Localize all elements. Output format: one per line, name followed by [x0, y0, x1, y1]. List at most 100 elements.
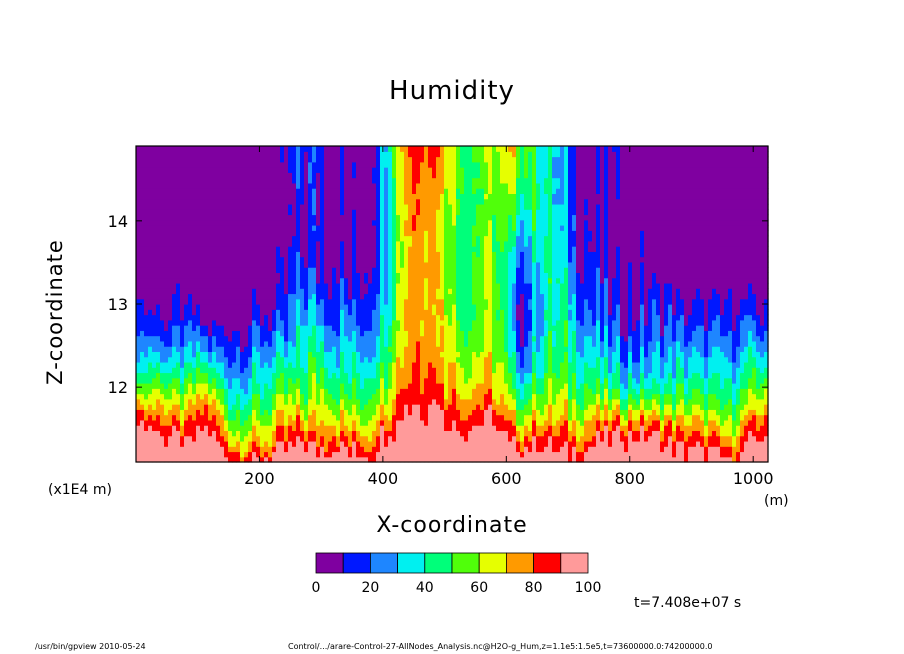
heatmap-cell: [368, 346, 373, 352]
heatmap-cell: [324, 367, 329, 374]
heatmap-cell: [224, 277, 229, 284]
heatmap-cell: [164, 372, 169, 379]
heatmap-cell: [232, 414, 237, 421]
heatmap-cell: [236, 282, 241, 289]
heatmap-cell: [248, 188, 253, 194]
heatmap-cell: [460, 340, 465, 347]
heatmap-cell: [460, 404, 465, 410]
heatmap-cell: [264, 304, 269, 310]
heatmap-cell: [412, 277, 417, 284]
heatmap-cell: [428, 335, 433, 342]
heatmap-cell: [192, 188, 197, 194]
heatmap-cell: [236, 304, 241, 310]
heatmap-cell: [324, 325, 329, 331]
heatmap-cell: [324, 188, 329, 194]
heatmap-cell: [460, 446, 465, 453]
heatmap-cell: [364, 367, 369, 374]
heatmap-cell: [364, 219, 369, 226]
heatmap-cell: [192, 330, 197, 337]
heatmap-cell: [136, 335, 141, 342]
heatmap-cell: [272, 409, 277, 416]
heatmap-cell: [156, 440, 161, 447]
heatmap-cell: [388, 203, 393, 210]
heatmap-cell: [312, 256, 317, 263]
heatmap-cell: [148, 393, 153, 400]
heatmap-cell: [464, 240, 469, 247]
heatmap-cell: [272, 419, 277, 426]
heatmap-cell: [136, 272, 141, 279]
heatmap-cell: [376, 335, 381, 342]
heatmap-cell: [320, 182, 325, 189]
heatmap-cell: [136, 440, 141, 447]
heatmap-cell: [464, 188, 469, 194]
heatmap-cell: [392, 230, 397, 237]
heatmap-cell: [264, 277, 269, 284]
heatmap-cell: [284, 388, 289, 395]
heatmap-cell: [204, 235, 209, 242]
heatmap-cell: [316, 298, 321, 305]
heatmap-cell: [260, 230, 265, 237]
heatmap-cell: [136, 446, 141, 453]
heatmap-cell: [440, 230, 445, 237]
heatmap-cell: [260, 346, 265, 352]
heatmap-cell: [176, 156, 181, 163]
heatmap-cell: [436, 314, 441, 321]
heatmap-cell: [388, 425, 393, 431]
heatmap-cell: [452, 425, 457, 431]
heatmap-cell: [216, 161, 221, 168]
heatmap-cell: [412, 351, 417, 358]
heatmap-cell: [228, 351, 233, 358]
heatmap-cell: [372, 372, 377, 379]
heatmap-cell: [312, 261, 317, 268]
heatmap-cell: [196, 177, 201, 184]
heatmap-cell: [244, 219, 249, 226]
heatmap-cell: [304, 225, 309, 231]
heatmap-cell: [428, 446, 433, 453]
heatmap-cell: [224, 393, 229, 400]
heatmap-cell: [388, 298, 393, 305]
heatmap-cell: [384, 235, 389, 242]
heatmap-cell: [172, 314, 177, 321]
heatmap-cell: [360, 203, 365, 210]
heatmap-cell: [312, 325, 317, 331]
heatmap-cell: [372, 425, 377, 431]
heatmap-cell: [340, 214, 345, 221]
heatmap-cell: [232, 309, 237, 316]
heatmap-cell: [240, 383, 245, 389]
heatmap-cell: [444, 214, 449, 221]
heatmap-cell: [464, 393, 469, 400]
heatmap-cell: [200, 209, 205, 216]
heatmap-cell: [148, 425, 153, 431]
heatmap-cell: [380, 340, 385, 347]
heatmap-cell: [356, 214, 361, 221]
heatmap-cell: [184, 198, 189, 205]
heatmap-cell: [152, 198, 157, 205]
heatmap-cell: [164, 451, 169, 458]
heatmap-cell: [352, 240, 357, 247]
heatmap-cell: [304, 351, 309, 358]
heatmap-cell: [420, 298, 425, 305]
heatmap-cell: [460, 325, 465, 331]
heatmap-cell: [272, 330, 277, 337]
heatmap-cell: [248, 309, 253, 316]
heatmap-cell: [180, 351, 185, 358]
heatmap-cell: [200, 383, 205, 389]
heatmap-cell: [432, 177, 437, 184]
heatmap-cell: [364, 203, 369, 210]
heatmap-cell: [240, 367, 245, 374]
heatmap-cell: [280, 314, 285, 321]
heatmap-cell: [360, 267, 365, 273]
heatmap-cell: [464, 319, 469, 326]
heatmap-cell: [228, 340, 233, 347]
heatmap-cell: [312, 219, 317, 226]
heatmap-cell: [340, 151, 345, 158]
heatmap-cell: [372, 393, 377, 400]
heatmap-cell: [280, 256, 285, 263]
heatmap-cell: [160, 340, 165, 347]
heatmap-cell: [292, 256, 297, 263]
heatmap-cell: [268, 177, 273, 184]
heatmap-cell: [264, 404, 269, 410]
heatmap-cell: [440, 214, 445, 221]
heatmap-cell: [436, 372, 441, 379]
heatmap-cell: [256, 361, 261, 368]
